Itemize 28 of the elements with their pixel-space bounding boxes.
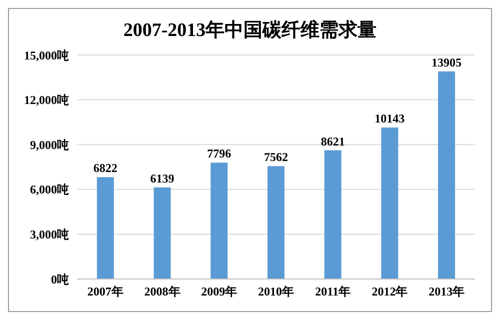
data-label: 6139 [150, 171, 174, 186]
x-tick-label: 2012年 [372, 284, 408, 299]
data-label: 13905 [432, 55, 462, 70]
data-label: 6822 [93, 161, 118, 176]
chart-title: 2007-2013年中国碳纤维需求量 [122, 18, 378, 43]
data-label: 8621 [320, 134, 345, 148]
bar [210, 162, 228, 279]
data-label: 10143 [374, 112, 405, 126]
bar [324, 150, 342, 279]
data-label: 7796 [207, 146, 232, 161]
bar [381, 128, 398, 279]
x-tick-label: 2009年 [201, 284, 238, 299]
bar [267, 166, 284, 279]
y-tick-label: 6,000吨 [30, 182, 69, 197]
x-tick-label: 2007年 [87, 284, 124, 299]
bar [154, 187, 171, 279]
y-tick-label: 0吨 [51, 272, 69, 286]
x-tick-label: 2010年 [258, 284, 294, 299]
bar [438, 71, 456, 279]
y-tick-label: 15,000吨 [24, 48, 69, 62]
x-tick-label: 2013年 [428, 284, 465, 299]
y-tick-label: 12,000吨 [24, 93, 69, 108]
data-label: 7562 [264, 150, 288, 164]
x-tick-label: 2008年 [144, 284, 180, 299]
y-tick-label: 3,000吨 [30, 227, 69, 242]
y-tick-label: 9,000吨 [30, 138, 69, 152]
bar [96, 177, 114, 279]
x-tick-label: 2011年 [315, 284, 351, 299]
